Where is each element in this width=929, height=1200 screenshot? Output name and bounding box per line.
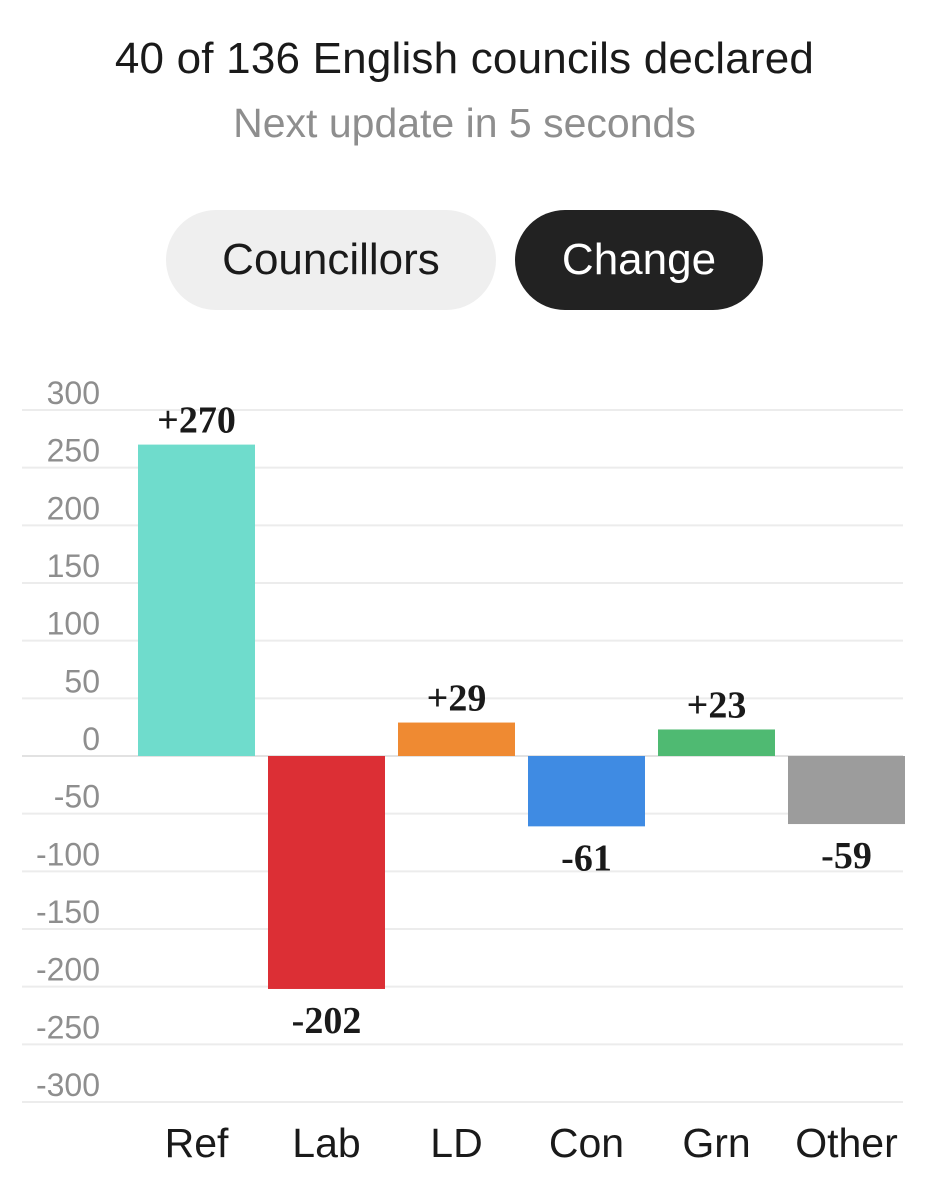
y-tick-label: 250 [47, 433, 100, 469]
update-status: Next update in 5 seconds [0, 100, 929, 147]
y-tick-label: -50 [54, 779, 100, 815]
data-label-ld: +29 [427, 678, 487, 720]
y-tick-label: -300 [36, 1067, 100, 1103]
x-tick-label-other: Other [795, 1120, 898, 1166]
y-tick-label: 300 [47, 375, 100, 411]
data-label-con: -61 [561, 837, 612, 879]
bar-ld[interactable] [398, 723, 515, 756]
y-tick-label: 150 [47, 548, 100, 584]
data-label-lab: -202 [292, 1000, 362, 1042]
x-tick-label-ref: Ref [165, 1120, 229, 1166]
x-tick-label-lab: Lab [292, 1120, 360, 1166]
x-tick-label-ld: LD [430, 1120, 482, 1166]
y-tick-label: -250 [36, 1009, 100, 1045]
x-tick-label-grn: Grn [682, 1120, 750, 1166]
y-tick-label: -200 [36, 952, 100, 988]
bar-con[interactable] [528, 756, 645, 826]
y-tick-label: -150 [36, 894, 100, 930]
y-tick-label: 100 [47, 606, 100, 642]
y-tick-label: 50 [64, 663, 100, 699]
y-tick-label: -100 [36, 836, 100, 872]
bar-lab[interactable] [268, 756, 385, 989]
change-toggle-button[interactable]: Change [515, 210, 763, 310]
data-label-other: -59 [821, 835, 872, 877]
data-label-grn: +23 [687, 684, 747, 726]
bar-other[interactable] [788, 756, 905, 824]
x-tick-label-con: Con [549, 1120, 624, 1166]
councillors-toggle-button[interactable]: Councillors [166, 210, 496, 310]
page-title: 40 of 136 English councils declared [0, 34, 929, 84]
data-label-ref: +270 [157, 400, 236, 442]
seat-change-bar-chart: 300 250 200 150 100 50 0 -50 -100 -150 -200 -250 -30… [0, 360, 929, 1180]
y-tick-label: 200 [47, 490, 100, 526]
bar-ref[interactable] [138, 445, 255, 756]
bar-grn[interactable] [658, 729, 775, 756]
y-tick-label: 0 [82, 721, 100, 757]
